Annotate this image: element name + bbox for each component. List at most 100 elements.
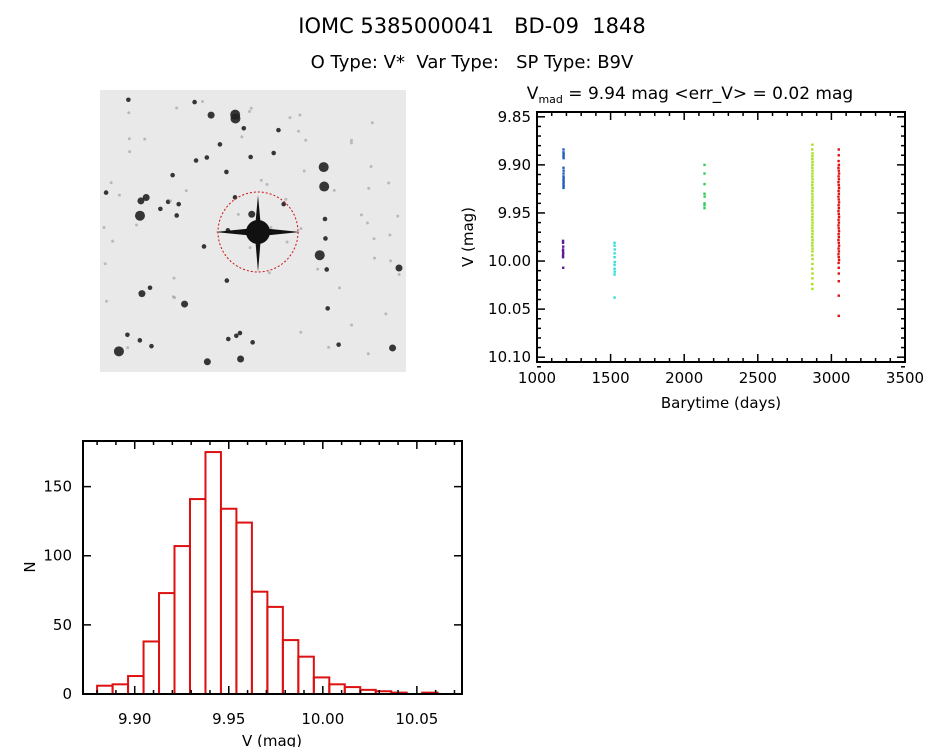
data-point [811,215,814,219]
data-point [613,263,616,267]
data-point [837,169,840,172]
scatter-frame [536,111,906,363]
data-point [811,209,814,213]
data-point [837,230,841,233]
y-tick-label: 100 [43,547,72,565]
data-point [837,183,840,187]
data-point [562,177,565,180]
data-point [562,169,565,172]
data-point [703,172,706,175]
data-point [811,206,814,210]
data-point [562,266,565,269]
data-point [837,172,841,175]
data-point [811,238,814,242]
histogram-bar [266,605,284,695]
data-point [811,175,814,178]
data-point [837,247,840,250]
data-point [811,192,814,195]
x-axis-label: V (mag) [242,732,302,747]
histogram-bar [158,592,176,695]
x-tick-label: 2000 [665,369,703,387]
x-tick-label: 10.05 [395,710,438,728]
y-tick-label: 10.00 [488,252,531,270]
data-point [811,157,814,161]
data-point [562,175,565,178]
data-point [837,253,840,256]
data-point [703,163,706,167]
data-point [837,314,840,318]
histogram-bar [281,639,300,696]
histogram-bar [328,683,346,695]
data-point [562,186,565,190]
x-tick-label: 3000 [812,369,850,387]
x-tick-label: 3500 [886,369,924,387]
data-point [811,282,814,286]
y-tick-label: 0 [62,685,72,703]
x-tick-label: 10.00 [301,710,344,728]
data-point [837,186,841,190]
data-point [811,148,814,151]
y-tick-label: 9.85 [498,108,531,126]
data-point [703,195,706,198]
data-point [562,252,565,255]
data-point [811,244,814,247]
data-point [837,221,841,224]
data-point [837,180,840,184]
data-point [837,148,840,151]
data-point [562,180,565,184]
scatter-title: Vmad = 9.94 mag <err_V> = 0.02 mag [455,84,925,106]
histogram-bar [188,498,207,696]
x-tick-label: 1000 [518,369,556,387]
data-point [837,218,840,221]
y-tick-label: 10.05 [488,300,531,318]
data-point [811,178,814,181]
data-point [562,179,565,182]
chart-title: IOMC 5385000041 BD-09 1848 [298,14,646,38]
chart-subtitle: O Type: V* Var Type: SP Type: B9V [310,52,634,73]
data-point [811,235,814,239]
y-tick-label: 9.95 [498,204,531,222]
x-axis-label: Barytime (days) [661,394,781,412]
data-point [703,206,706,210]
data-point [613,248,616,251]
data-point [562,151,565,154]
data-point [811,241,814,244]
data-point [837,163,841,167]
y-tick-label: 50 [53,616,72,634]
data-point [837,266,840,269]
data-point [837,272,840,275]
data-point [837,206,841,210]
data-point [613,255,616,259]
data-point [837,189,840,193]
histogram-bar [312,676,331,696]
data-point [613,252,616,255]
x-tick-label: 9.95 [212,710,245,728]
data-point [837,224,840,227]
x-tick-label: 9.90 [118,710,151,728]
data-point [837,192,841,195]
data-point [613,273,616,276]
data-point [703,202,706,205]
histogram-bar [297,655,315,695]
histogram-bar [343,686,362,695]
data-point [837,244,841,247]
x-tick-label: 1500 [592,369,630,387]
data-point [613,260,616,264]
data-point [811,221,814,224]
data-point [562,166,565,169]
data-point [811,186,814,190]
data-point [837,166,840,169]
hist-frame [82,440,463,695]
histogram-bar [127,675,145,696]
data-point [613,244,616,247]
data-point [837,154,840,157]
y-tick-label: 9.90 [498,156,531,174]
data-point [837,261,840,265]
data-point [811,160,814,164]
data-point [811,189,814,193]
data-point [837,212,840,216]
data-point [837,250,841,253]
data-point [811,232,814,236]
